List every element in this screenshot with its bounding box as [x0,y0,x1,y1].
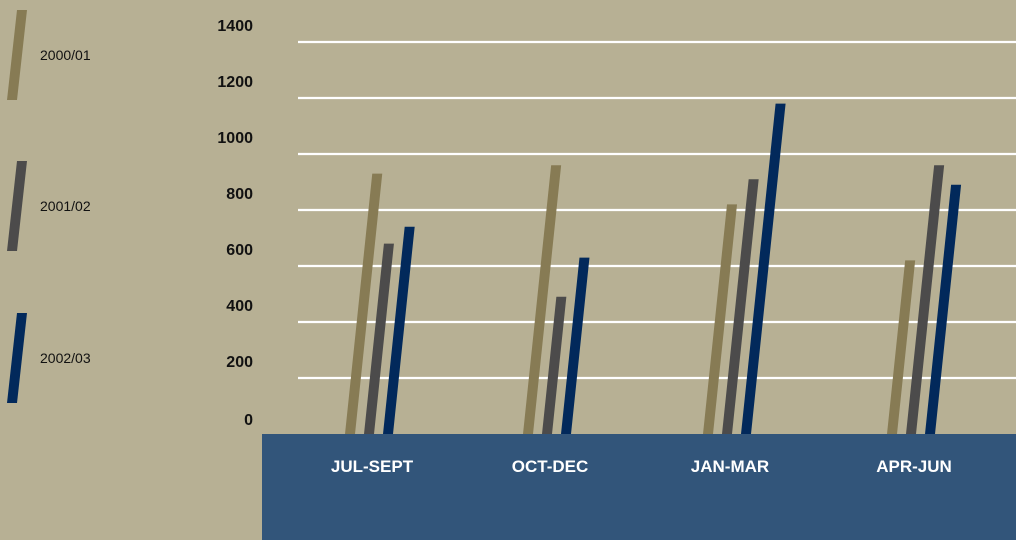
legend-label: 2002/03 [40,350,91,366]
category-label: JAN-MAR [691,457,769,476]
y-tick-label: 1200 [217,74,253,91]
bar-2002-03-oct-dec [561,257,590,434]
bar-2000-01-jan-mar [703,204,738,434]
bar-2001-02-apr-jun [906,165,945,434]
bar-2002-03-jan-mar [741,103,786,434]
legend-swatch [7,10,27,100]
bar-2001-02-oct-dec [542,296,567,434]
y-tick-label: 1400 [217,18,253,35]
category-label: OCT-DEC [512,457,589,476]
bar-2002-03-apr-jun [925,184,962,434]
legend-swatch [7,161,27,251]
bar-marks [345,103,962,434]
category-label: JUL-SEPT [331,457,414,476]
category-axis-panel [262,434,1016,540]
bar-2000-01-jul-sept [345,173,383,434]
y-axis-tick-labels: 0 200 400 600 800 1000 1200 1400 [217,18,253,429]
bar-2002-03-jul-sept [383,226,415,434]
y-tick-label: 800 [226,186,253,203]
y-tick-label: 600 [226,242,253,259]
y-tick-label: 1000 [217,130,253,147]
bar-2001-02-jan-mar [722,179,759,434]
y-tick-label: 200 [226,354,253,371]
bar-2000-01-apr-jun [887,260,916,434]
bar-2001-02-jul-sept [364,243,394,434]
legend: 2000/01 2001/02 2002/03 [7,10,91,403]
category-label: APR-JUN [876,457,952,476]
gridlines [298,40,1016,380]
legend-label: 2000/01 [40,47,91,63]
y-tick-label: 0 [244,412,253,429]
legend-swatch [7,313,27,403]
legend-label: 2001/02 [40,198,91,214]
bar-2000-01-oct-dec [523,165,562,434]
x-axis-category-labels: JUL-SEPT OCT-DEC JAN-MAR APR-JUN [331,457,952,476]
y-tick-label: 400 [226,298,253,315]
